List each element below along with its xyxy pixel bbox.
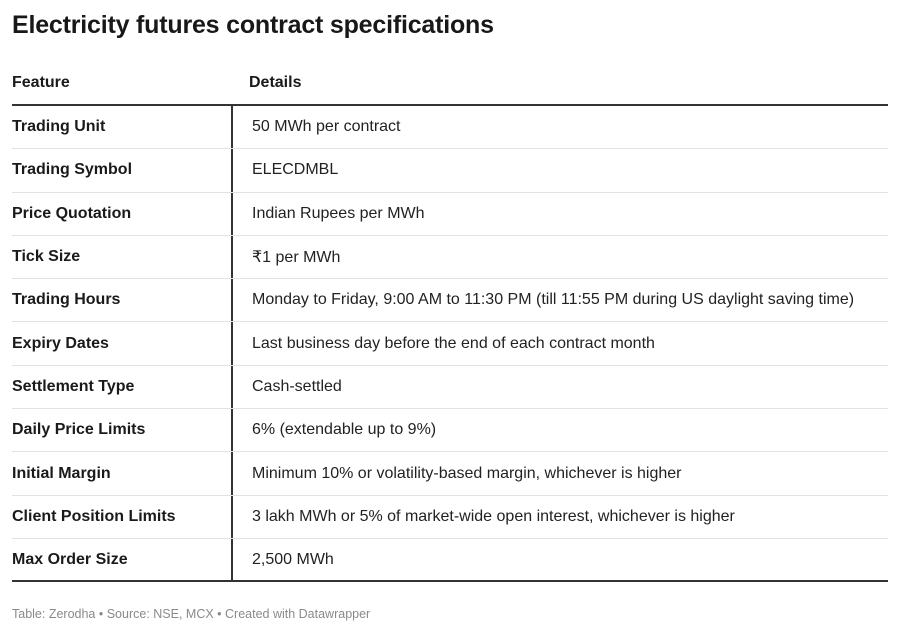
source-footer: Table: Zerodha • Source: NSE, MCX • Crea… (12, 607, 371, 621)
feature-cell: Trading Symbol (12, 149, 233, 192)
table-row: Trading Symbol ELECDMBL (12, 149, 888, 193)
details-cell: Cash-settled (252, 377, 342, 395)
page-title: Electricity futures contract specificati… (12, 11, 494, 39)
feature-cell: Trading Unit (12, 106, 233, 149)
feature-cell: Initial Margin (12, 452, 233, 495)
feature-cell: Max Order Size (12, 538, 233, 581)
table-row: Price Quotation Indian Rupees per MWh (12, 192, 888, 236)
details-cell: Indian Rupees per MWh (252, 204, 425, 222)
table-row: Settlement Type Cash-settled (12, 365, 888, 410)
table-header: Feature Details (12, 62, 888, 106)
table-row: Trading Hours Monday to Friday, 9:00 AM … (12, 279, 888, 323)
details-cell: Monday to Friday, 9:00 AM to 11:30 PM (t… (252, 291, 855, 309)
header-feature: Feature (12, 74, 70, 91)
table-row: Client Position Limits 3 lakh MWh or 5% … (12, 495, 888, 539)
details-cell: 6% (extendable up to 9%) (252, 421, 437, 439)
details-cell: 3 lakh MWh or 5% of market-wide open int… (252, 507, 735, 525)
feature-cell: Expiry Dates (12, 322, 233, 365)
feature-cell: Daily Price Limits (12, 409, 233, 452)
table-row: Tick Size ₹1 per MWh (12, 235, 888, 280)
feature-cell: Tick Size (12, 235, 233, 279)
details-cell: Last business day before the end of each… (252, 334, 655, 352)
details-cell: ELECDMBL (252, 161, 339, 179)
table-row: Expiry Dates Last business day before th… (12, 322, 888, 366)
table-row: Daily Price Limits 6% (extendable up to … (12, 409, 888, 453)
table-row: Initial Margin Minimum 10% or volatility… (12, 452, 888, 496)
table-row: Trading Unit 50 MWh per contract (12, 106, 888, 150)
table-row: Max Order Size 2,500 MWh (12, 538, 888, 583)
specifications-table: Feature Details Trading Unit 50 MWh per … (12, 62, 888, 583)
details-cell: 2,500 MWh (252, 550, 334, 568)
feature-cell: Price Quotation (12, 192, 233, 235)
feature-cell: Settlement Type (12, 365, 233, 409)
feature-cell: Client Position Limits (12, 495, 233, 538)
details-cell: ₹1 per MWh (252, 249, 341, 267)
details-cell: 50 MWh per contract (252, 118, 401, 136)
details-cell: Minimum 10% or volatility-based margin, … (252, 464, 682, 482)
feature-cell: Trading Hours (12, 279, 233, 322)
header-details: Details (249, 74, 302, 91)
